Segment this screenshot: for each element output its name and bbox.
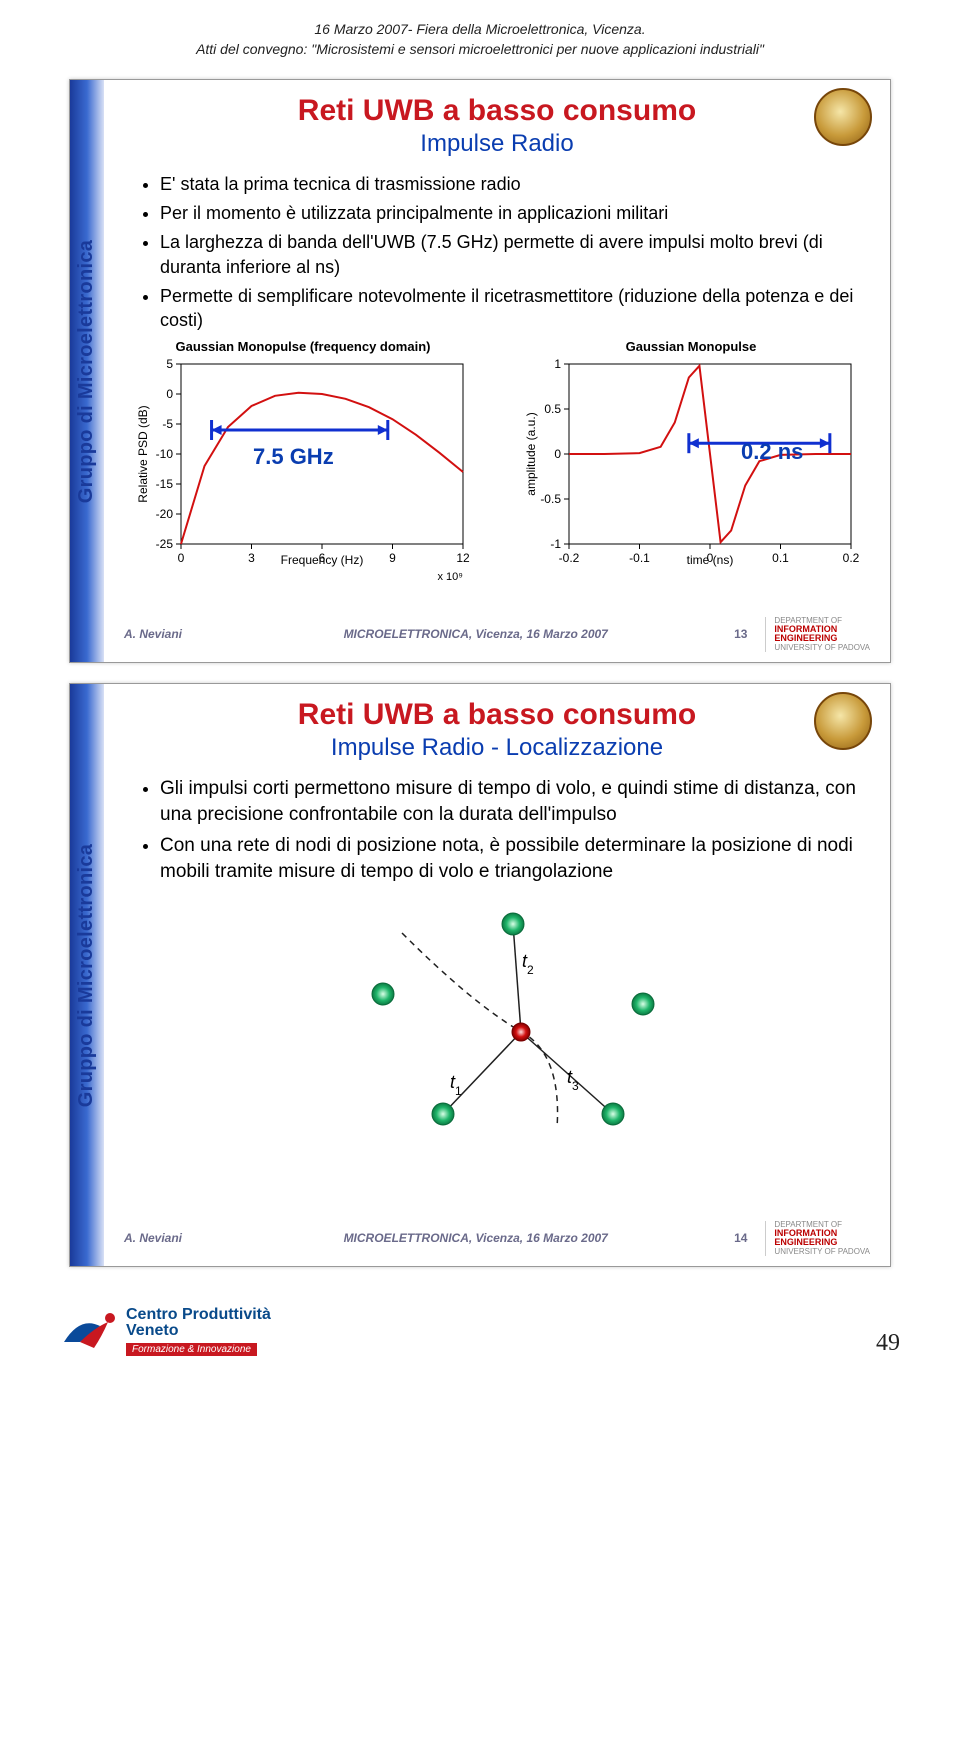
svg-text:-1: -1 [550, 537, 561, 551]
footer-venue: MICROELETTRONICA, Vicenza, 16 Marzo 2007 [244, 1231, 707, 1245]
chart-monopulse-title: Gaussian Monopulse [521, 339, 861, 354]
university-seal-icon [814, 692, 872, 750]
triangulation-svg: t2 t1 t3 [332, 903, 662, 1133]
dept-logo: DEPARTMENT OF INFORMATION ENGINEERING UN… [765, 1221, 870, 1257]
page-footer: Centro Produttività Veneto Formazione & … [50, 1307, 910, 1357]
bullet-item: Gli impulsi corti permettono misure di t… [160, 776, 862, 828]
svg-text:x 10⁹: x 10⁹ [437, 571, 463, 583]
svg-text:5: 5 [166, 357, 173, 371]
svg-text:Relative PSD (dB): Relative PSD (dB) [136, 405, 150, 502]
slide14-footer: A. Neviani MICROELETTRONICA, Vicenza, 16… [124, 1221, 870, 1257]
svg-text:0: 0 [166, 387, 173, 401]
svg-text:time (ns): time (ns) [687, 553, 734, 567]
svg-text:-5: -5 [162, 417, 173, 431]
chart-monopulse-svg: -0.2-0.100.10.2-1-0.500.51time (ns)ampli… [521, 356, 861, 586]
footer-author: A. Neviani [124, 627, 244, 641]
svg-text:Frequency (Hz): Frequency (Hz) [281, 553, 364, 567]
slide13-bullets: E' stata la prima tecnica di trasmission… [138, 172, 870, 333]
dept-logo: DEPARTMENT OF INFORMATION ENGINEERING UN… [765, 617, 870, 653]
svg-text:9: 9 [389, 551, 396, 565]
bullet-item: La larghezza di banda dell'UWB (7.5 GHz)… [160, 230, 862, 280]
header-line1: 16 Marzo 2007- Fiera della Microelettron… [50, 20, 910, 40]
svg-text:12: 12 [456, 551, 470, 565]
svg-text:3: 3 [248, 551, 255, 565]
page-number: 49 [876, 1330, 900, 1357]
svg-text:t2: t2 [522, 951, 534, 977]
header-line2: Atti del convegno: "Microsistemi e senso… [50, 40, 910, 60]
bullet-item: Permette di semplificare notevolmente il… [160, 284, 862, 334]
svg-text:-25: -25 [156, 537, 174, 551]
svg-text:t1: t1 [450, 1072, 462, 1098]
footer-author: A. Neviani [124, 1231, 244, 1245]
svg-text:-10: -10 [156, 447, 174, 461]
svg-text:0.1: 0.1 [772, 551, 789, 565]
chart-monopulse-annotation: 0.2 ns [741, 439, 803, 465]
cpv-tag: Formazione & Innovazione [126, 1343, 257, 1356]
sidebar-label: Gruppo di Microelettronica [76, 239, 99, 502]
chart-psd-title: Gaussian Monopulse (frequency domain) [133, 339, 473, 354]
svg-text:0.2: 0.2 [843, 551, 860, 565]
svg-text:-0.5: -0.5 [540, 492, 561, 506]
svg-text:t3: t3 [567, 1067, 579, 1093]
footer-slide-num: 14 [707, 1231, 747, 1245]
chart-psd: Gaussian Monopulse (frequency domain) 0 3… [133, 339, 473, 591]
cpv-logo: Centro Produttività Veneto Formazione & … [60, 1307, 271, 1357]
svg-text:amplitude (a.u.): amplitude (a.u.) [524, 412, 538, 495]
slide14-title: Reti UWB a basso consumo [124, 698, 870, 732]
slide-sidebar: Gruppo di Microelettronica [70, 80, 104, 662]
footer-venue: MICROELETTRONICA, Vicenza, 16 Marzo 2007 [244, 627, 707, 641]
university-seal-icon [814, 88, 872, 146]
conference-header: 16 Marzo 2007- Fiera della Microelettron… [50, 20, 910, 59]
cpv-mark-icon [60, 1308, 118, 1356]
sidebar-label: Gruppo di Microelettronica [76, 843, 99, 1106]
svg-text:0: 0 [178, 551, 185, 565]
cpv-line2: Veneto [126, 1323, 271, 1339]
slide14-bullets: Gli impulsi corti permettono misure di t… [138, 776, 870, 885]
slide-sidebar: Gruppo di Microelettronica [70, 684, 104, 1266]
slide-13: Gruppo di Microelettronica Reti UWB a ba… [69, 79, 891, 663]
slide13-subtitle: Impulse Radio [124, 130, 870, 158]
svg-text:-20: -20 [156, 507, 174, 521]
chart-monopulse: Gaussian Monopulse -0.2 -0.1 0 0.1 0.2 -1 -0.5… [521, 339, 861, 591]
svg-text:-15: -15 [156, 477, 174, 491]
svg-text:-0.2: -0.2 [559, 551, 580, 565]
bullet-item: E' stata la prima tecnica di trasmission… [160, 172, 862, 197]
slide-14: Gruppo di Microelettronica Reti UWB a ba… [69, 683, 891, 1267]
slide13-title: Reti UWB a basso consumo [124, 94, 870, 128]
chart-psd-svg: 036912-25-20-15-10-505Frequency (Hz)x 10… [133, 356, 473, 586]
slide13-footer: A. Neviani MICROELETTRONICA, Vicenza, 16… [124, 617, 870, 653]
bullet-item: Con una rete di nodi di posizione nota, … [160, 833, 862, 885]
svg-text:1: 1 [554, 357, 561, 371]
cpv-line1: Centro Produttività [126, 1307, 271, 1323]
triangulation-diagram: t2 t1 t3 [332, 903, 662, 1133]
svg-text:-0.1: -0.1 [629, 551, 650, 565]
slide14-subtitle: Impulse Radio - Localizzazione [124, 734, 870, 762]
svg-text:0: 0 [554, 447, 561, 461]
bullet-item: Per il momento è utilizzata principalmen… [160, 201, 862, 226]
chart-psd-annotation: 7.5 GHz [253, 444, 334, 470]
footer-slide-num: 13 [707, 627, 747, 641]
svg-text:0.5: 0.5 [544, 402, 561, 416]
